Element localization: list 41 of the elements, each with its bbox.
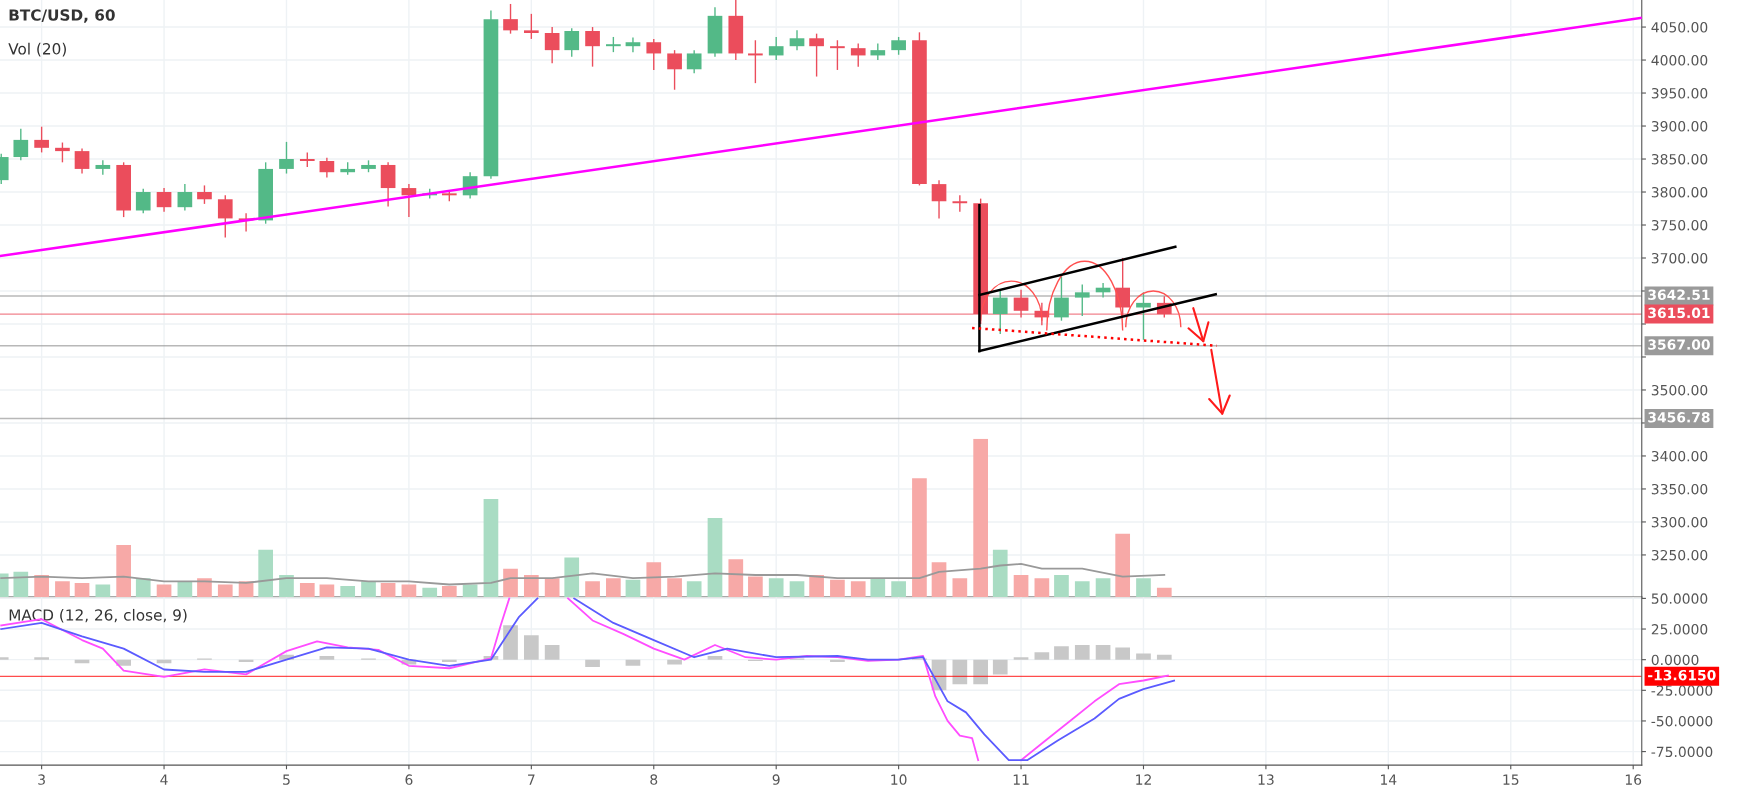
y-tick-label: 3250.00 [1651,549,1708,561]
x-tick-label: 12 [1136,774,1151,785]
x-tick-label: 6 [405,774,413,785]
chart-title: Vol (20) [8,42,66,57]
y-tick-label: 3850.00 [1651,153,1708,165]
x-tick-label: 8 [650,774,658,785]
x-tick-label: 16 [1625,774,1642,785]
x-tick-label: 3 [38,774,45,785]
ref-line-label: 3642.51 [1648,289,1710,300]
y-tick-label: 3350.00 [1651,483,1708,495]
y-tick-label: -25.0000 [1651,685,1713,696]
ref-line-label: -13.6150 [1648,669,1716,681]
x-tick-label: 15 [1503,774,1519,785]
x-tick-label: 14 [1381,774,1397,785]
x-tick-label: 13 [1258,774,1274,785]
y-tick-label: -50.0000 [1651,715,1713,727]
ref-line-label: 3456.78 [1648,412,1710,423]
x-tick-label: 7 [528,774,535,785]
x-tick-label: 4 [160,774,168,785]
y-tick-label: -75.0000 [1651,746,1713,758]
x-tick-label: 5 [283,774,290,785]
y-tick-label: 3300.00 [1651,516,1708,528]
y-tick-label: 3800.00 [1651,186,1708,198]
text: MACD (12, 26, close, 9) [9,608,187,623]
x-tick-label: 11 [1013,774,1029,785]
x-tick-label: 9 [772,774,780,785]
y-tick-label: 25.0000 [1651,624,1708,635]
y-tick-label: 3700.00 [1651,252,1708,264]
y-tick-label: 4000.00 [1651,55,1708,66]
y-tick-label: 50.0000 [1651,593,1708,604]
y-tick-label: 0.0000 [1651,654,1699,666]
ref-line-label: 3567.00 [1648,339,1710,350]
y-tick-label: 3750.00 [1651,219,1708,231]
y-tick-label: 3500.00 [1651,384,1708,396]
ref-line-label: 3615.01 [1648,307,1710,319]
y-tick-label: 3950.00 [1651,88,1708,99]
y-tick-label: 3900.00 [1651,121,1708,132]
text: BTC/USD, 60 [9,9,115,23]
y-tick-label: 4050.00 [1651,22,1708,33]
x-tick-label: 10 [891,774,907,785]
y-tick-label: 3400.00 [1651,450,1708,462]
